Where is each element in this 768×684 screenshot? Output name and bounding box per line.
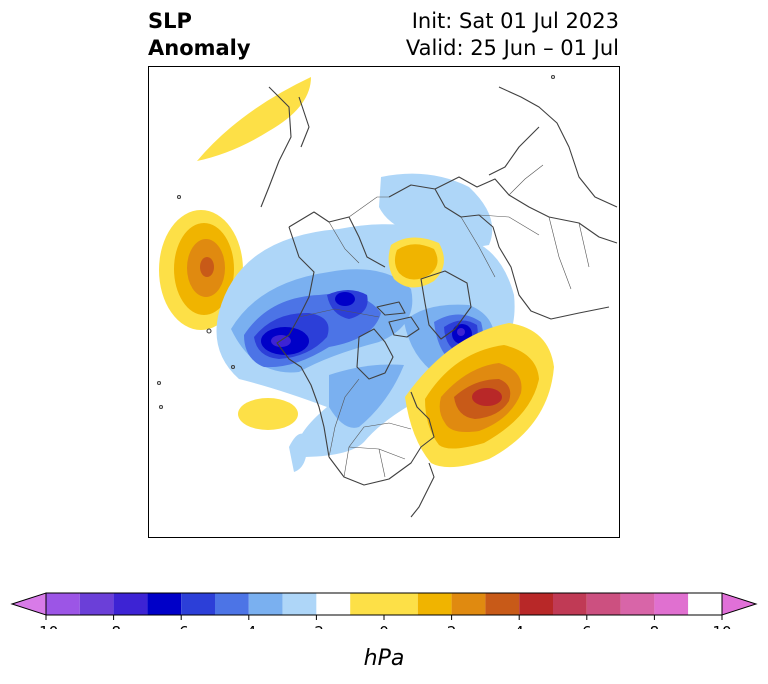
colorbar-bins (46, 593, 722, 615)
colorbar-underflow-arrow (10, 592, 47, 616)
colorbar-ticks: -10 -8 -6 -4 -2 0 2 4 6 8 10 (34, 615, 732, 629)
colorbar-bin (316, 593, 351, 615)
colorbar-bin (46, 593, 80, 615)
colorbar-bin (282, 593, 317, 615)
anomaly-arctic-high (388, 237, 444, 288)
map-svg (156, 74, 618, 518)
colorbar-bin (147, 593, 182, 615)
colorbar-bin (417, 593, 452, 615)
colorbar-bin (79, 593, 114, 615)
valid-range: Valid: 25 Jun – 01 Jul (405, 36, 619, 60)
colorbar-bin (688, 593, 722, 615)
colorbar-bin (654, 593, 689, 615)
colorbar-tick-label: 0 (379, 623, 389, 629)
colorbar-tick-label: -8 (106, 623, 121, 629)
colorbar-tick-label: 4 (514, 623, 524, 629)
map-title: SLP Anomaly (148, 8, 251, 62)
colorbar-tick-label: 6 (582, 623, 592, 629)
colorbar-tick-label: -10 (34, 623, 59, 629)
colorbar-tick-label: -4 (241, 623, 256, 629)
colorbar-bin (485, 593, 520, 615)
colorbar-units: hPa (363, 646, 405, 671)
init-date: Init: Sat 01 Jul 2023 (411, 9, 619, 33)
colorbar-bin (620, 593, 655, 615)
anomaly-pacific-high (159, 210, 243, 330)
anomaly-small-high (238, 398, 298, 430)
colorbar-bin (248, 593, 283, 615)
anomaly-map (148, 66, 620, 538)
colorbar-tick-label: 8 (650, 623, 660, 629)
colorbar-bin (586, 593, 621, 615)
colorbar-bin (519, 593, 553, 615)
colorbar-bin (215, 593, 249, 615)
title-line-1: SLP (148, 9, 192, 33)
colorbar-tick-label: 10 (712, 623, 731, 629)
colorbar-bin (350, 593, 418, 615)
anomaly-atlantic-high (405, 323, 554, 468)
colorbar-tick-label: -6 (174, 623, 189, 629)
anomaly-nw-streak (197, 77, 311, 161)
borders (298, 164, 590, 478)
colorbar-bin (113, 593, 148, 615)
title-line-2: Anomaly (148, 36, 251, 60)
colorbar: -10 -8 -6 -4 -2 0 2 4 6 8 10 (10, 592, 758, 629)
colorbar-bin (181, 593, 215, 615)
colorbar-bin (553, 593, 587, 615)
colorbar-overflow-arrow (721, 592, 758, 616)
date-info: Init: Sat 01 Jul 2023 Valid: 25 Jun – 01… (406, 8, 619, 62)
colorbar-tick-label: 2 (447, 623, 457, 629)
colorbar-tick-label: -2 (309, 623, 324, 629)
colorbar-bin (451, 593, 486, 615)
